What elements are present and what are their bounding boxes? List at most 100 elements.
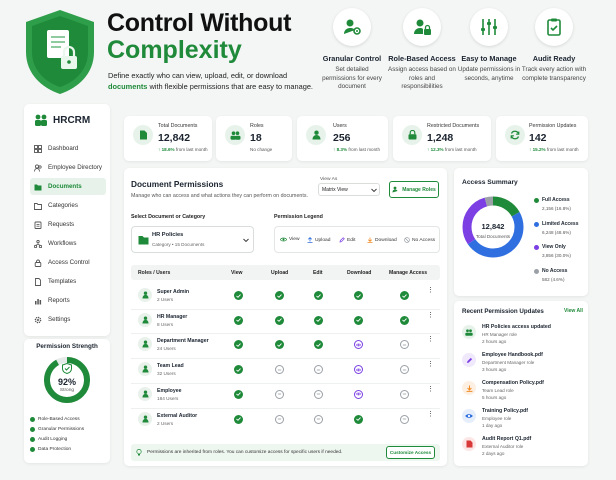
permission-none-toggle[interactable] [400,340,409,350]
row-more-menu-icon[interactable]: ⋮ [427,312,434,319]
stat-label: Roles [250,123,264,129]
permission-full-toggle[interactable] [314,340,323,350]
feature-desc: Set detailed permissions for every docum… [322,66,382,90]
legend-dot-view-only [534,245,539,250]
clipboard-icon [34,221,42,229]
permission-full-toggle[interactable] [234,365,243,375]
permission-full-toggle[interactable] [234,389,243,399]
col-view: View [231,270,243,276]
permission-full-toggle[interactable] [400,315,409,325]
update-title[interactable]: Compensation Policy.pdf [482,380,544,386]
sidebar-item-settings[interactable]: Settings [30,311,106,328]
update-time: 2 hours ago [482,339,507,344]
sidebar-item-templates[interactable]: Templates [30,273,106,290]
view-as-select[interactable]: Matrix View [318,183,380,196]
permission-none-toggle[interactable] [275,414,284,424]
strength-ring [44,357,90,403]
role-name[interactable]: Team Lead [157,363,184,370]
customize-access-button[interactable]: Customize Access [386,446,435,459]
legend-edit: Edit [339,237,355,243]
sidebar-item-workflows[interactable]: Workflows [30,235,106,252]
stat-change: ↑ 8.3% from last month [333,147,380,152]
chevron-down-icon [243,238,249,243]
row-more-menu-icon[interactable]: ⋮ [427,287,434,294]
hero-title-line2: Complexity [107,36,242,64]
role-user-count: 2 Users [157,297,174,302]
update-title[interactable]: Employee Handbook.pdf [482,352,543,358]
update-sub: Department Manager role [482,360,535,365]
stat-change: ↑ 15.2% from last month [529,147,579,152]
permission-none-toggle[interactable] [275,365,284,375]
team-icon [138,362,152,377]
permission-none-toggle[interactable] [314,365,323,375]
permission-full-toggle[interactable] [275,291,284,300]
feature-desc: Assign access based on roles and respons… [388,66,456,90]
role-name[interactable]: Department Manager [157,338,209,345]
permission-none-toggle[interactable] [314,389,323,399]
sidebar-item-dashboard[interactable]: Dashboard [30,140,106,157]
permission-view-toggle[interactable] [354,389,363,399]
permission-full-toggle[interactable] [400,291,409,300]
permission-none-toggle[interactable] [314,414,323,424]
update-sub: External Auditor role [482,444,524,449]
sidebar-item-requests[interactable]: Requests [30,216,106,233]
sidebar-item-employee-directory[interactable]: Employee Directory [30,159,106,176]
sidebar-item-reports[interactable]: Reports [30,292,106,309]
permission-full-toggle[interactable] [234,414,243,424]
permission-full-toggle[interactable] [234,340,243,350]
document-select[interactable]: HR Policies Category • 15 Documents [131,226,254,253]
legend-view-only: View Only [542,244,566,250]
manage-roles-label: Manage Roles [402,186,436,193]
folder-outline-icon [34,202,42,210]
permission-full-toggle[interactable] [275,315,284,325]
permission-none-toggle[interactable] [400,389,409,399]
sidebar-item-categories[interactable]: Categories [30,197,106,214]
row-more-menu-icon[interactable]: ⋮ [427,336,434,343]
permission-full-toggle[interactable] [234,291,243,300]
role-name[interactable]: HR Manager [157,313,188,320]
access-donut-chart [462,196,524,258]
permission-view-toggle[interactable] [354,365,363,375]
row-divider [131,333,440,335]
role-name[interactable]: Employee [157,387,182,394]
stat-change: No change [250,147,273,152]
permission-none-toggle[interactable] [275,389,284,399]
sidebar-item-documents[interactable]: Documents [30,178,106,195]
update-title[interactable]: HR Policies access updated [482,324,551,330]
eye-icon [280,237,287,242]
recent-updates-title: Recent Permission Updates [462,308,544,315]
permission-full-toggle[interactable] [314,315,323,325]
permission-none-toggle[interactable] [400,414,409,424]
row-more-menu-icon[interactable]: ⋮ [427,361,434,368]
update-title[interactable]: Training Policy.pdf [482,408,529,414]
view-all-link[interactable]: View All [564,308,583,314]
brand[interactable]: HRCRM [34,114,90,126]
manage-roles-button[interactable]: Manage Roles [389,181,439,198]
role-name[interactable]: Super Admin [157,289,190,295]
permission-full-toggle[interactable] [354,315,363,325]
permission-full-toggle[interactable] [354,414,363,424]
recent-updates-card [454,301,588,466]
permission-legend [274,226,440,253]
document-meta: Category • 15 Documents [152,242,205,247]
row-more-menu-icon[interactable]: ⋮ [427,411,434,418]
permission-none-toggle[interactable] [400,365,409,375]
sidebar-item-access-control[interactable]: Access Control [30,254,106,271]
role-user-count: 184 Users [157,395,179,401]
col-download: Download [347,270,372,276]
feature-title: Role-Based Access [388,54,456,63]
row-more-menu-icon[interactable]: ⋮ [427,386,434,393]
view-as-value: Matrix View [322,187,348,193]
lock-icon [34,259,42,267]
donut-center-value: 12,842 [481,222,505,231]
update-time: 2 days ago [482,451,505,456]
role-name[interactable]: External Auditor [157,412,198,419]
permission-full-toggle[interactable] [275,340,284,350]
legend-dot-full [534,198,539,203]
update-title[interactable]: Audit Report Q1.pdf [482,436,532,442]
stat-label: Users [333,123,347,129]
permission-full-toggle[interactable] [314,291,323,300]
permission-full-toggle[interactable] [234,315,243,325]
permission-full-toggle[interactable] [354,291,363,300]
permission-view-toggle[interactable] [354,340,363,350]
